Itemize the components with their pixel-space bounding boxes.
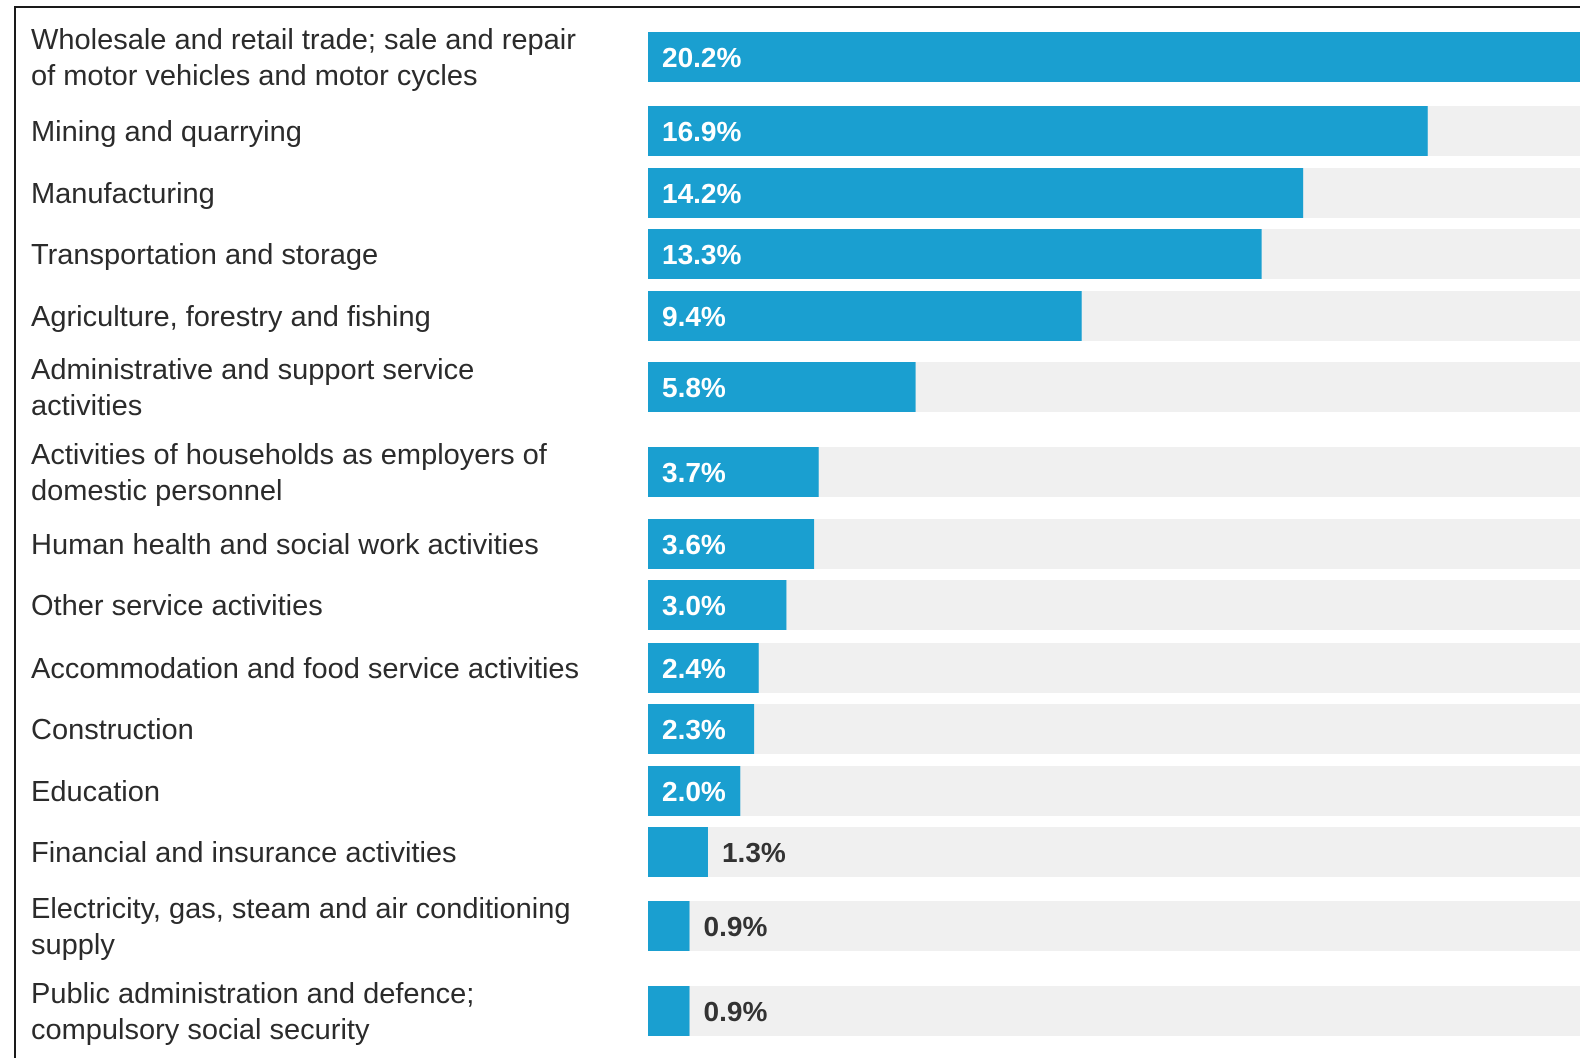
category-label: Agriculture, forestry and fishing <box>31 301 431 333</box>
data-label: 3.7% <box>662 457 726 488</box>
category-label: Activities of households as employers of… <box>31 439 548 507</box>
bar <box>648 986 690 1036</box>
category-label: Construction <box>31 714 194 746</box>
data-label: 5.8% <box>662 372 726 403</box>
chart-row: 0.9% Electricity, gas, steam and air cond… <box>31 893 1580 961</box>
category-label: Education <box>31 776 160 808</box>
bar-track <box>648 704 1580 754</box>
bar <box>648 447 819 497</box>
chart-row: 3.6% Human health and social work activit… <box>31 519 1580 569</box>
category-label: Human health and social work activities <box>31 529 539 561</box>
chart-row: 2.0% Education <box>31 766 1580 816</box>
bar-track <box>648 827 1580 877</box>
chart-row: 9.4% Agriculture, forestry and fishing <box>31 291 1580 341</box>
bar <box>648 704 755 754</box>
chart-row: 3.0% Other service activities <box>31 580 1580 630</box>
data-label: 13.3% <box>662 239 741 270</box>
chart-row: 0.9% Public administration and defence; co… <box>31 978 1580 1046</box>
bar <box>648 291 1082 341</box>
category-label: Manufacturing <box>31 178 215 210</box>
bar <box>648 32 1580 82</box>
chart-row: 16.9% Mining and quarrying <box>31 106 1580 156</box>
category-label: Electricity, gas, steam and air conditio… <box>31 893 570 961</box>
data-label: 0.9% <box>704 996 768 1027</box>
category-label: Accommodation and food service activitie… <box>31 653 579 685</box>
bar-track <box>648 580 1580 630</box>
chart-frame <box>14 6 1580 1058</box>
category-label: Wholesale and retail trade; sale and rep… <box>31 24 576 92</box>
bar <box>648 580 787 630</box>
chart-row: 5.8% Administrative and support service ac… <box>31 354 1580 422</box>
bar <box>648 106 1428 156</box>
data-label: 3.6% <box>662 529 726 560</box>
bar <box>648 519 815 569</box>
data-label: 9.4% <box>662 301 726 332</box>
category-label: Financial and insurance activities <box>31 837 457 869</box>
data-label: 2.3% <box>662 714 726 745</box>
chart-row: 13.3% Transportation and storage <box>31 229 1580 279</box>
data-label: 0.9% <box>704 911 768 942</box>
chart-row: 3.7% Activities of households as employer… <box>31 439 1580 507</box>
bar <box>648 901 690 951</box>
bar <box>648 362 916 412</box>
data-label: 2.0% <box>662 776 726 807</box>
bar-track <box>648 986 1580 1036</box>
chart-row: 14.2% Manufacturing <box>31 168 1580 218</box>
bar-track <box>648 901 1580 951</box>
bar <box>648 827 708 877</box>
chart-row: 1.3% Financial and insurance activities <box>31 827 1580 877</box>
bar <box>648 643 759 693</box>
data-label: 14.2% <box>662 178 741 209</box>
data-label: 16.9% <box>662 116 741 147</box>
data-label: 2.4% <box>662 653 726 684</box>
bar <box>648 229 1262 279</box>
chart-row: 2.3% Construction <box>31 704 1580 754</box>
bar-track <box>648 643 1580 693</box>
category-label: Public administration and defence; compul… <box>31 978 474 1046</box>
data-label: 20.2% <box>662 42 741 73</box>
category-label: Mining and quarrying <box>31 116 302 148</box>
bar <box>648 766 741 816</box>
category-label: Administrative and support service activi… <box>31 354 474 422</box>
bar <box>648 168 1304 218</box>
category-label: Transportation and storage <box>31 239 378 271</box>
chart-row: 2.4% Accommodation and food service activ… <box>31 643 1580 693</box>
chart-row: 20.2% Wholesale and retail trade; sale an… <box>31 24 1580 92</box>
category-label: Other service activities <box>31 590 323 622</box>
data-label: 1.3% <box>722 837 786 868</box>
data-label: 3.0% <box>662 590 726 621</box>
bar-track <box>648 766 1580 816</box>
